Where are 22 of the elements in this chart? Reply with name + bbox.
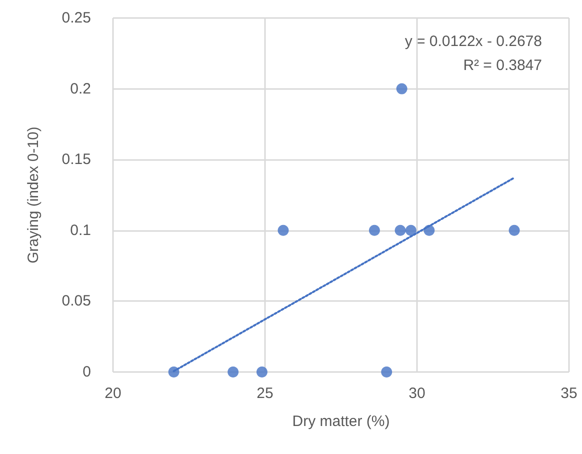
y-tick-label: 0.05 [62, 292, 91, 310]
x-tick-label: 20 [104, 385, 122, 402]
x-tick-label: 35 [560, 385, 578, 402]
y-tick-label: 0 [82, 364, 91, 380]
y-tick-label: 0.1 [70, 222, 91, 239]
x-axis-title: Dry matter (%) [292, 413, 390, 430]
point [228, 366, 239, 378]
y-tick-label: 0.2 [70, 80, 91, 98]
point [394, 224, 406, 236]
point [256, 366, 268, 378]
point [396, 83, 408, 94]
y-tick-label: 0.25 [62, 10, 91, 26]
y-tick-label: 0.15 [62, 151, 91, 168]
point [381, 366, 392, 378]
x-tick-label: 25 [256, 385, 274, 402]
annotation: R² = 0.3847 [463, 57, 542, 74]
point [368, 224, 380, 236]
point [508, 224, 520, 236]
point [405, 224, 416, 236]
x-tick-label: 30 [408, 385, 426, 402]
y-axis-title: Graying (index 0-10) [25, 126, 42, 264]
point [278, 224, 289, 236]
